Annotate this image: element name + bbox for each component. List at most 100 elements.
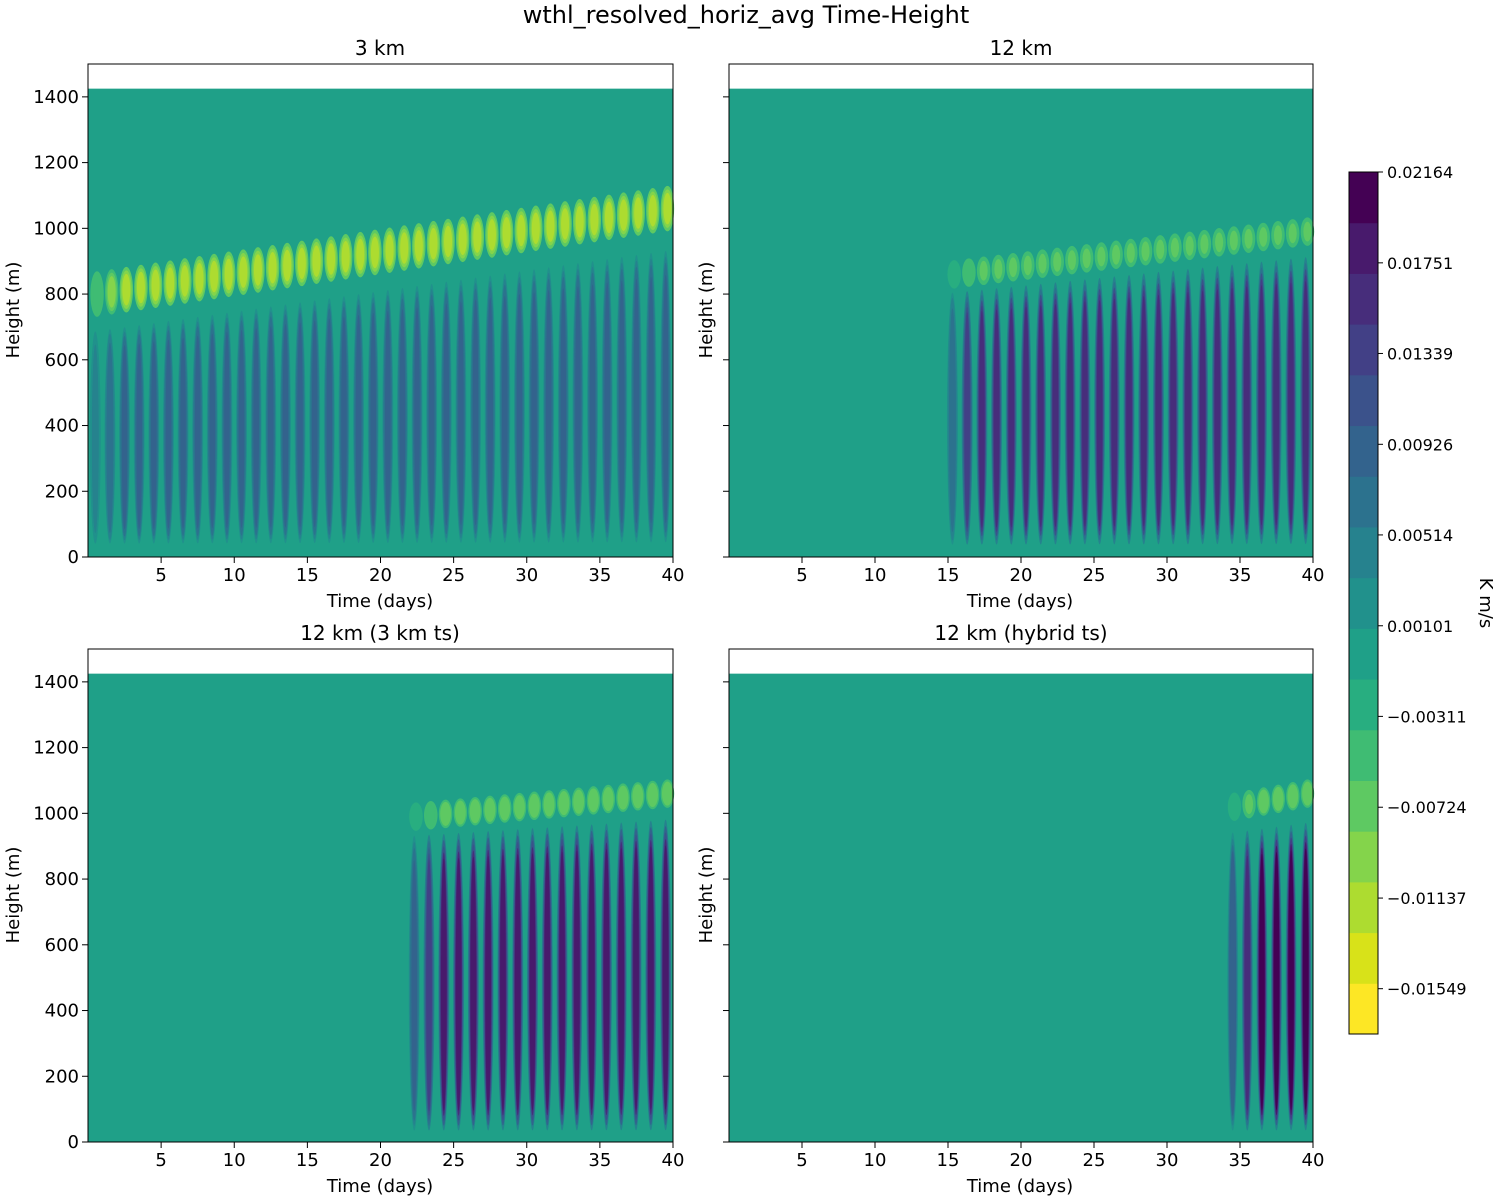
flux-contour (1229, 287, 1235, 526)
flux-contour (107, 347, 113, 530)
flux-contour (1259, 853, 1265, 1111)
warm-layer-contour (546, 210, 555, 242)
flux-contour (253, 328, 259, 528)
warm-layer-contour (1082, 248, 1091, 269)
y-tick-label: 1400 (33, 87, 79, 108)
flux-contour (1214, 289, 1221, 526)
axis-ticks: 5 10 15 20 25 30 35 40 (723, 96, 1324, 586)
warm-layer-contour (574, 791, 583, 812)
colorbar: 0.02164 0.01751 0.01339 0.00926 0.00514 0.001… (1348, 163, 1496, 1035)
x-axis-label: Time (days) (326, 591, 433, 612)
colorbar-tick-label: 0.02164 (1387, 163, 1453, 182)
colorbar-band (1349, 780, 1378, 832)
warm-layer-contour (633, 786, 642, 807)
y-tick-label: 400 (45, 1001, 79, 1022)
flux-contour (297, 322, 303, 528)
flux-contour (92, 348, 99, 530)
x-tick-label: 30 (1156, 565, 1179, 586)
flux-contour (341, 316, 347, 527)
flux-contour (633, 847, 639, 1110)
colorbar-band (1349, 729, 1378, 781)
x-axis-label: Time (days) (326, 1176, 433, 1197)
warm-layer-contour (93, 278, 102, 310)
warm-layer-contour (458, 223, 467, 256)
warm-layer-contour (950, 264, 959, 285)
flux-contour (545, 290, 552, 525)
x-tick-label: 5 (155, 565, 166, 586)
field-background (729, 88, 1313, 558)
flux-contour (238, 329, 245, 528)
heatmap-layer (729, 673, 1315, 1142)
warm-layer-contour (122, 273, 131, 306)
x-axis-label: Time (days) (966, 591, 1073, 612)
subplot-title: 3 km (355, 36, 405, 60)
flux-contour (224, 331, 230, 529)
flux-contour (516, 293, 523, 525)
subplot-12km-hybrid-ts: 12 km (hybrid ts) 5 10 15 20 25 30 35 40 Time (… (696, 621, 1324, 1197)
colorbar-tick-label: −0.01137 (1387, 889, 1467, 908)
warm-layer-contour (559, 793, 568, 813)
warm-layer-contour (400, 232, 409, 264)
flux-contour (121, 345, 128, 530)
warm-layer-contour (327, 243, 336, 275)
warm-layer-contour (1303, 221, 1312, 242)
y-tick-label: 200 (45, 481, 79, 502)
flux-contour (458, 301, 464, 526)
flux-contour (194, 335, 201, 529)
warm-layer-contour (561, 208, 570, 240)
flux-contour (1096, 300, 1103, 527)
warm-layer-contour (180, 265, 189, 297)
colorbar-band (1349, 324, 1378, 376)
flux-contour (633, 278, 640, 524)
y-tick-label: 0 (68, 1132, 79, 1153)
flux-contour (979, 310, 985, 528)
subplot-title: 12 km (hybrid ts) (934, 621, 1107, 645)
warm-layer-contour (1215, 232, 1224, 253)
warm-layer-contour (136, 271, 145, 304)
flux-contour (1185, 291, 1191, 526)
flux-contour (1273, 283, 1279, 526)
warm-layer-contour (1141, 241, 1150, 262)
x-tick-label: 15 (296, 565, 319, 586)
colorbar-band (1349, 476, 1378, 528)
heatmap-layer (729, 88, 1315, 558)
warm-layer-contour (224, 258, 233, 291)
flux-contour (487, 297, 493, 525)
x-tick-label: 10 (223, 1150, 246, 1171)
flux-contour (268, 326, 274, 528)
colorbar-frame (1348, 171, 1379, 1035)
x-tick-label: 10 (864, 1150, 887, 1171)
flux-contour (485, 855, 491, 1111)
warm-layer-contour (1097, 246, 1106, 267)
flux-contour (603, 849, 610, 1110)
colorbar-band (1349, 222, 1378, 274)
warm-layer-contour (619, 199, 628, 231)
colorbar-tick-label: 0.01751 (1387, 254, 1453, 273)
colorbar-band (1349, 831, 1378, 883)
warm-layer-contour (1274, 789, 1283, 809)
y-axis-label: Height (m) (3, 262, 24, 359)
warm-layer-contour (195, 262, 204, 295)
flux-contour (1067, 302, 1073, 527)
flux-contour (399, 309, 406, 526)
colorbar-band (1349, 374, 1378, 427)
warm-layer-contour (411, 806, 421, 827)
flux-contour (529, 853, 536, 1111)
flux-contour (1170, 293, 1176, 527)
x-tick-label: 40 (1302, 1150, 1325, 1171)
x-tick-label: 10 (223, 565, 246, 586)
x-tick-label: 20 (1010, 1150, 1033, 1171)
x-tick-label: 25 (1083, 1150, 1106, 1171)
flux-contour (440, 858, 447, 1111)
flux-contour (370, 312, 376, 527)
flux-contour (1052, 304, 1059, 528)
y-axis-label: Height (m) (696, 262, 717, 359)
warm-layer-contour (1185, 236, 1194, 256)
colorbar-band (1349, 679, 1378, 731)
warm-layer-contour (515, 797, 524, 818)
flux-contour (1199, 290, 1206, 526)
x-tick-label: 20 (1010, 565, 1033, 586)
subplot-title: 12 km (990, 36, 1053, 60)
